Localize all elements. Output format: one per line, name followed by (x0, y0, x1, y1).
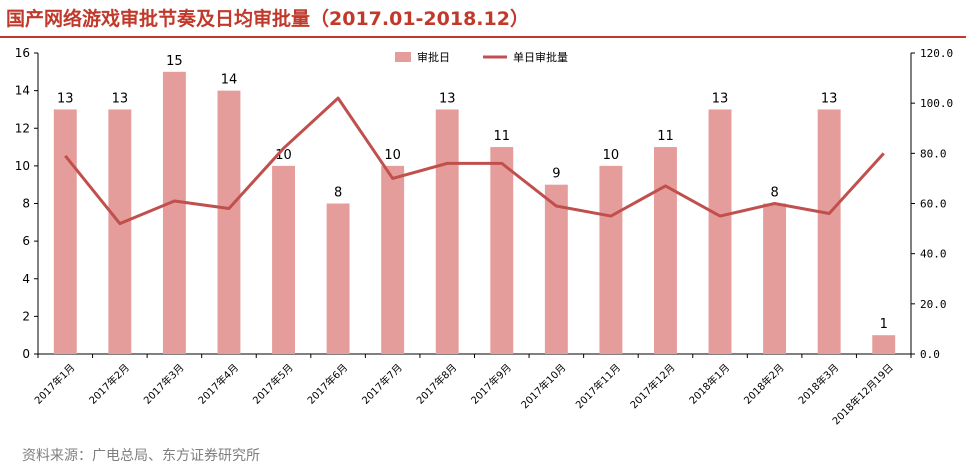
bar (872, 335, 896, 354)
x-tick-label: 2017年3月 (141, 361, 187, 407)
y-left-tick-label: 16 (15, 46, 30, 60)
x-tick-label: 2018年1月 (686, 361, 732, 407)
legend-line-label: 单日审批量 (513, 50, 568, 64)
y-right-tick-label: 120.0 (920, 47, 953, 60)
x-tick-label: 2017年5月 (250, 361, 296, 407)
y-left-tick-label: 14 (15, 84, 30, 98)
bar (217, 90, 241, 354)
bar-value-label: 13 (112, 91, 129, 106)
y-left-tick-label: 4 (22, 272, 30, 286)
y-right-tick-label: 0.0 (920, 348, 940, 361)
line-series (64, 96, 885, 226)
bar (326, 203, 350, 354)
legend-bar-swatch (395, 52, 411, 62)
bar-value-label: 8 (770, 186, 778, 201)
bar-value-label: 10 (603, 148, 620, 163)
x-tick-label: 2017年2月 (86, 361, 132, 407)
y-right-tick-label: 60.0 (920, 198, 947, 211)
title-underline (0, 36, 966, 38)
bar-value-label: 1 (880, 317, 888, 332)
y-left-tick-label: 0 (22, 347, 30, 361)
bar (817, 109, 841, 354)
bar (599, 165, 623, 354)
bar-value-label: 13 (821, 91, 838, 106)
bar-series (53, 71, 896, 354)
x-tick-label: 2018年2月 (741, 361, 787, 407)
bar-value-label: 14 (221, 73, 238, 88)
bar (272, 165, 295, 354)
x-tick-label: 2017年6月 (304, 361, 350, 407)
x-tick-label: 2018年3月 (795, 361, 841, 407)
x-tick-label: 2017年4月 (195, 361, 241, 407)
source-note: 资料来源：广电总局、东方证券研究所 (22, 448, 260, 464)
x-axis-labels: 2017年1月 2017年2月 2017年3月 2017年4月 2017年5月 2017年… (32, 361, 896, 427)
bar (381, 165, 405, 354)
legend-bar-label: 审批日 (417, 50, 450, 64)
bar-value-label: 13 (712, 91, 729, 106)
x-tick-label: 2017年8月 (414, 361, 460, 407)
x-tick-label: 2017年9月 (468, 361, 514, 407)
y-right-tick-label: 20.0 (920, 298, 947, 311)
y-left-tick-label: 10 (15, 159, 30, 173)
bar-value-label: 10 (384, 148, 401, 163)
y-right-tick-label: 40.0 (920, 248, 947, 261)
y-left-tick-label: 2 (22, 309, 30, 323)
bar-value-label: 13 (439, 91, 456, 106)
bar (490, 147, 514, 354)
bar-value-label: 13 (57, 91, 74, 106)
bar (708, 109, 732, 354)
bar (108, 109, 132, 354)
bar-value-label: 11 (657, 129, 674, 144)
bar-value-label: 15 (166, 54, 183, 69)
bar-value-label: 8 (334, 186, 342, 201)
x-tick-label: 2017年11月 (573, 361, 623, 411)
chart-legend: 审批日 单日审批量 (395, 50, 568, 64)
bar (435, 109, 459, 354)
bar (162, 71, 186, 354)
chart-title: 国产网络游戏审批节奏及日均审批量（2017.01-2018.12） (6, 8, 529, 30)
bar-value-label: 11 (494, 129, 511, 144)
combo-chart: 02468101214160.020.040.060.080.0100.0120… (15, 46, 953, 427)
x-tick-label: 2017年12月 (627, 361, 677, 411)
x-tick-label: 2017年7月 (359, 361, 405, 407)
x-tick-label: 2017年10月 (518, 361, 568, 411)
bar (654, 147, 677, 354)
y-left-tick-label: 6 (22, 234, 30, 248)
line-path (64, 96, 885, 226)
chart-axes: 0 2 4 6 8 10 12 14 16 0.0 20.0 40.0 60.0 80.0 100.0 120… (15, 46, 953, 361)
bar (53, 109, 77, 354)
y-left-tick-label: 12 (15, 121, 30, 135)
y-left-tick-label: 8 (22, 197, 30, 211)
bar-value-label: 9 (552, 167, 560, 182)
x-tick-label: 2017年1月 (32, 361, 78, 407)
bar (544, 184, 568, 354)
bar (763, 203, 787, 354)
y-right-tick-label: 80.0 (920, 147, 947, 160)
y-right-tick-label: 100.0 (920, 97, 953, 110)
